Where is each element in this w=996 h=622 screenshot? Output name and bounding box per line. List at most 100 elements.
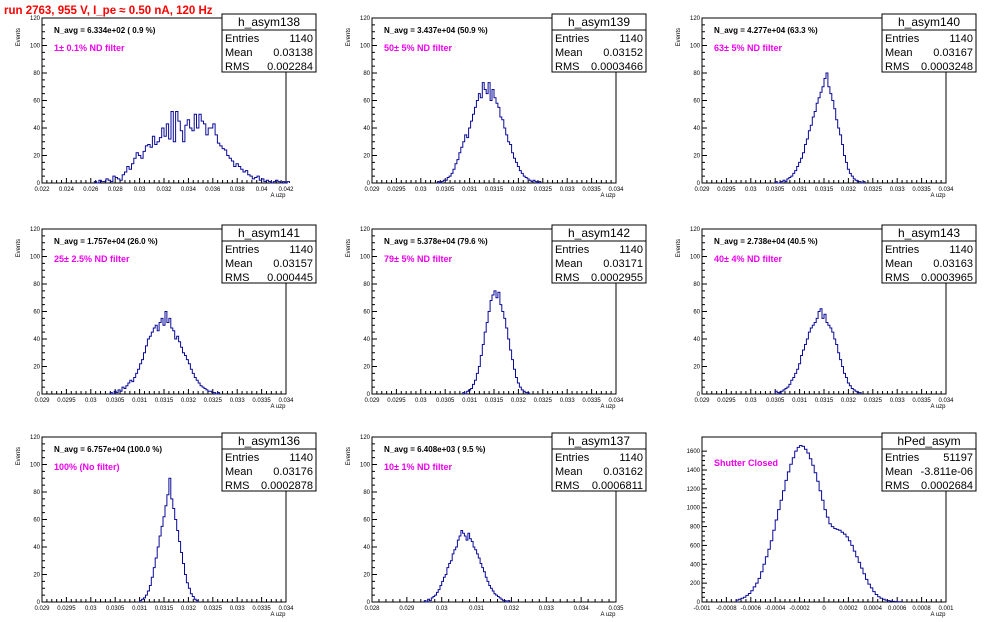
x-tick-label: 0.0002: [839, 606, 858, 612]
stats-value: 0.000445: [267, 272, 313, 284]
x-tick-label: -0.0004: [765, 606, 786, 612]
x-tick-label: 0.001: [938, 606, 954, 612]
stats-title: h_asym140: [898, 15, 960, 29]
x-tick-label: 0.0305: [766, 187, 785, 193]
y-axis-title: Events: [16, 447, 22, 465]
histogram-series: [735, 445, 903, 603]
navg-label: N_avg = 6.757e+04 (100.0 %): [54, 445, 162, 454]
y-tick-label: 0: [37, 181, 41, 187]
y-tick-label: 40: [33, 337, 40, 343]
x-tick-label: 0.029: [364, 398, 380, 404]
x-tick-label: 0.032: [181, 398, 197, 404]
x-tick-label: 0.0295: [717, 187, 736, 193]
x-tick-label: 0: [822, 606, 826, 612]
x-tick-label: 0.035: [608, 606, 624, 612]
stats-key: Entries: [885, 33, 920, 45]
x-tick-label: 0.0295: [387, 398, 406, 404]
y-tick-label: 400: [690, 562, 701, 568]
stats-value: 0.03176: [273, 466, 313, 478]
y-tick-label: 40: [363, 337, 370, 343]
y-tick-label: 40: [693, 337, 700, 343]
stats-key: Mean: [885, 258, 913, 270]
histogram-panel: 0 20 40 60 80 100 120 0.029 0.0295 0.03 0.0305 0.03…: [16, 224, 317, 410]
stats-key: RMS: [225, 272, 249, 284]
y-tick-label: 120: [30, 435, 41, 441]
stats-key: Entries: [885, 244, 920, 256]
y-tick-label: 1400: [687, 468, 701, 474]
x-tick-label: 0.0335: [252, 606, 271, 612]
x-tick-label: 0.032: [511, 398, 527, 404]
stats-value: 0.03163: [933, 258, 973, 270]
stats-value: 0.0002955: [591, 272, 643, 284]
histogram-panel: 0 20 40 60 80 100 120 0.029 0.0295 0.03 0.0305 0.03…: [16, 432, 317, 618]
y-tick-label: 0: [37, 392, 41, 398]
stats-value: 0.0003965: [921, 272, 973, 284]
y-tick-label: 100: [360, 463, 371, 469]
stats-key: RMS: [885, 61, 909, 73]
x-tick-label: 0.033: [230, 606, 246, 612]
x-tick-label: 0.03: [745, 398, 757, 404]
x-tick-label: -0.0002: [789, 606, 810, 612]
y-tick-label: 60: [363, 518, 370, 524]
stats-title: h_asym137: [568, 434, 630, 448]
stats-key: RMS: [555, 480, 579, 492]
y-tick-label: 20: [363, 573, 370, 579]
stats-key: RMS: [225, 61, 249, 73]
y-tick-label: 60: [363, 99, 370, 105]
x-axis-title: A uzp: [930, 404, 946, 410]
x-tick-label: 0.032: [504, 606, 520, 612]
y-axis-title: Events: [676, 28, 682, 46]
stats-value: 1140: [949, 244, 973, 256]
x-tick-label: 0.03: [415, 187, 427, 193]
x-tick-label: 0.034: [574, 606, 590, 612]
stats-value: 0.03171: [603, 258, 643, 270]
filter-label: 25± 2.5% ND filter: [54, 254, 130, 264]
x-tick-label: 0.033: [890, 398, 906, 404]
x-tick-label: -0.0008: [716, 606, 737, 612]
y-tick-label: 1600: [687, 449, 701, 455]
x-tick-label: 0.0335: [912, 187, 931, 193]
y-tick-label: 100: [30, 44, 41, 50]
x-tick-label: 0.03: [85, 606, 97, 612]
x-tick-label: 0.034: [278, 606, 294, 612]
y-tick-label: 100: [690, 44, 701, 50]
x-tick-label: 0.0315: [155, 398, 174, 404]
y-tick-label: 60: [363, 310, 370, 316]
stats-box: [551, 432, 647, 492]
y-tick-label: 0: [697, 181, 701, 187]
x-tick-label: 0.0315: [155, 606, 174, 612]
navg-label: N_avg = 2.738e+04 (40.5 %): [714, 237, 818, 246]
y-tick-label: 120: [360, 435, 371, 441]
x-tick-label: 0.036: [205, 187, 221, 193]
stats-title: hPed_asym: [897, 434, 960, 448]
y-tick-label: 120: [30, 16, 41, 22]
stats-value: 0.0003466: [591, 61, 643, 73]
x-tick-label: 0.042: [278, 187, 294, 193]
x-tick-label: 0.0295: [57, 398, 76, 404]
x-tick-label: 0.029: [34, 606, 50, 612]
stats-key: Entries: [885, 452, 920, 464]
stats-title: h_asym139: [568, 15, 630, 29]
stats-value: 1140: [289, 452, 313, 464]
x-tick-label: 0.03: [415, 398, 427, 404]
stats-box: [551, 13, 647, 73]
x-tick-label: 0.0295: [57, 606, 76, 612]
y-tick-label: 100: [690, 255, 701, 261]
x-tick-label: 0.03: [436, 606, 448, 612]
stats-value: 1140: [619, 33, 643, 45]
y-tick-label: 20: [33, 573, 40, 579]
filter-label: 40± 4% ND filter: [714, 254, 782, 264]
x-axis-title: A uzp: [270, 612, 286, 618]
y-tick-label: 100: [360, 44, 371, 50]
stats-box: [551, 224, 647, 284]
y-tick-label: 80: [363, 490, 370, 496]
x-tick-label: 0.032: [511, 187, 527, 193]
stats-box: [221, 224, 317, 284]
y-axis-title: Events: [676, 239, 682, 257]
x-tick-label: 0.0335: [582, 187, 601, 193]
stats-box: [221, 13, 317, 73]
y-tick-label: 0: [697, 392, 701, 398]
x-tick-label: 0.0325: [204, 398, 223, 404]
y-tick-label: 20: [33, 365, 40, 371]
x-tick-label: 0.03: [85, 398, 97, 404]
